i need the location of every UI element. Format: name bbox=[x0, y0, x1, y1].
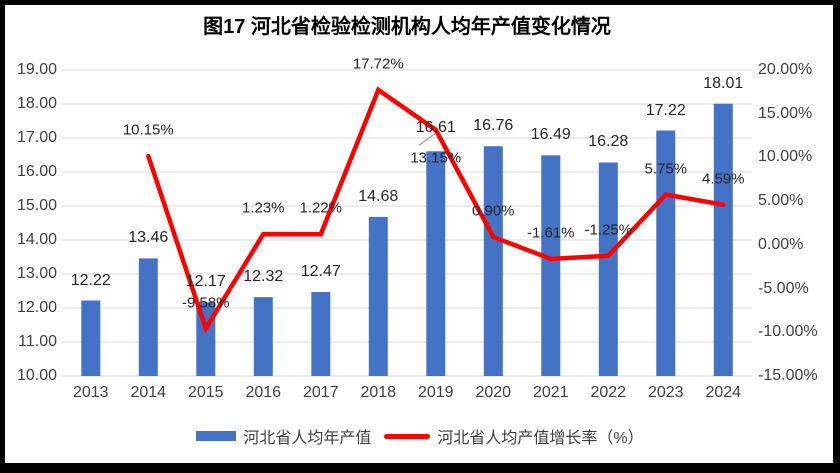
bar-2024 bbox=[713, 103, 733, 376]
bar-2018 bbox=[368, 216, 388, 376]
legend-bar-label: 河北省人均年产值 bbox=[243, 430, 372, 447]
bar-2016 bbox=[253, 297, 273, 376]
frame-border-top bbox=[0, 0, 840, 5]
bar-2014 bbox=[138, 258, 158, 376]
legend-line-swatch-icon bbox=[384, 433, 431, 439]
growth-line bbox=[146, 86, 726, 334]
bar-2023 bbox=[656, 130, 676, 376]
frame-border-right bbox=[833, 0, 840, 473]
bar-2013 bbox=[81, 300, 101, 376]
chart-title: 图17 河北省检验检测机构人均年产值变化情况 bbox=[203, 16, 611, 38]
legend-bar-swatch-icon bbox=[196, 431, 237, 441]
bar-2021 bbox=[541, 155, 561, 376]
legend: 河北省人均年产值 河北省人均产值增长率（%） bbox=[0, 424, 840, 448]
label-leader-line bbox=[418, 133, 436, 146]
bar-2017 bbox=[311, 292, 331, 376]
bar-2020 bbox=[483, 146, 503, 376]
legend-line-label: 河北省人均产值增长率（%） bbox=[437, 430, 644, 447]
bar-2022 bbox=[598, 162, 618, 376]
bar-2019 bbox=[426, 151, 446, 376]
frame-border-bottom bbox=[0, 463, 840, 473]
frame-border-left bbox=[0, 0, 5, 473]
